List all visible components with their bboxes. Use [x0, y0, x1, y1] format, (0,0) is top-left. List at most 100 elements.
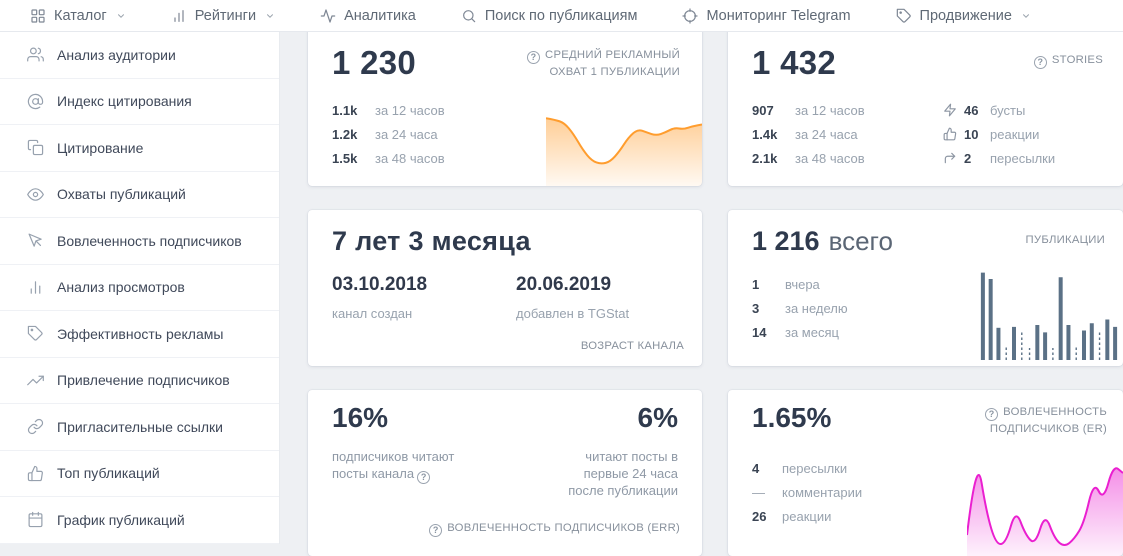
publications-suffix: всего [828, 226, 893, 256]
stat-row: 2 пересылки [943, 146, 1055, 170]
stat-row: 1 вчера [752, 272, 848, 296]
stat-label: за месяц [785, 324, 839, 340]
link-icon [27, 419, 44, 435]
nav-label: Рейтинги [194, 7, 257, 24]
er-caption: ? ВОВЛЕЧЕННОСТЬ ПОДПИСЧИКОВ (ER) [985, 404, 1107, 437]
sidebar-label: Привлечение подписчиков [57, 372, 230, 389]
channel-age-caption: ВОЗРАСТ КАНАЛА [580, 340, 684, 352]
sidebar-item-audience-analysis[interactable]: Анализ аудитории [0, 32, 279, 79]
sidebar-item-subscriber-engagement[interactable]: Вовлеченность подписчиков [0, 218, 279, 265]
stat-row: 4 пересылки [752, 456, 862, 480]
chevron-down-icon [117, 13, 124, 18]
stat-value: 1.4k [752, 126, 778, 142]
stat-label: бусты [990, 102, 1026, 118]
caption-line: ВОВЛЕЧЕННОСТЬ [1003, 406, 1107, 418]
chevron-down-icon [1022, 13, 1029, 18]
nav-item-monitoring[interactable]: Мониторинг Telegram [682, 7, 851, 24]
publications-caption: ПУБЛИКАЦИИ [1025, 234, 1105, 246]
tag-icon [27, 326, 43, 341]
sidebar-item-views-analysis[interactable]: Анализ просмотров [0, 264, 279, 311]
boost-icon [944, 103, 956, 117]
stat-value: 1 [752, 276, 760, 292]
help-icon[interactable]: ? [1033, 55, 1047, 69]
thumbs-up-icon [27, 465, 43, 481]
stat-row: 1.2k за 24 часа [332, 122, 445, 146]
nav-item-promotion[interactable]: Продвижение [896, 8, 1031, 24]
help-icon[interactable]: ? [417, 471, 431, 484]
reach-stat-rows: 1.1k за 12 часов 1.2k за 24 часа 1.5k за 48… [332, 98, 445, 170]
caption-line: ВОВЛЕЧЕННОСТЬ ПОДПИСЧИКОВ (ERR) [447, 522, 680, 534]
stat-label: реакции [990, 126, 1040, 142]
nav-label: Каталог [54, 7, 107, 24]
nav-item-ratings[interactable]: Рейтинги [171, 8, 275, 24]
sidebar-item-citation-index[interactable]: Индекс цитирования [0, 78, 279, 125]
sidebar-item-ad-effectiveness[interactable]: Эффективность рекламы [0, 311, 279, 358]
sidebar-item-post-reach[interactable]: Охваты публикаций [0, 171, 279, 218]
bar-chart-icon [174, 9, 184, 22]
channel-created-block: 03.10.2018 канал создан [332, 274, 427, 321]
sidebar: Анализ аудитории Индекс цитирования Цити… [0, 32, 280, 544]
err-caption: ? ВОВЛЕЧЕННОСТЬ ПОДПИСЧИКОВ (ERR) [429, 520, 680, 537]
err-value-2: 6% [637, 402, 678, 433]
at-sign-icon [27, 93, 44, 109]
stat-value: 1.2k [332, 126, 358, 142]
stat-row: 3 за неделю [752, 296, 848, 320]
stat-value: 14 [752, 324, 767, 340]
help-icon[interactable]: ? [527, 50, 541, 64]
nav-item-analytics[interactable]: Аналитика [320, 8, 416, 24]
er-sparkline-chart [967, 467, 1123, 556]
caption-line: ОХВАТ 1 ПУБЛИКАЦИИ [549, 65, 680, 78]
publications-value: 1 216 [752, 226, 820, 256]
err-value-1: 16% [332, 402, 389, 433]
sidebar-item-invite-links[interactable]: Пригласительные ссылки [0, 404, 279, 451]
help-icon[interactable]: ? [429, 523, 443, 537]
sidebar-item-citations[interactable]: Цитирование [0, 125, 279, 172]
stat-row: 1.1k за 12 часов [332, 98, 445, 122]
err-label-1: подписчиков читают посты канала? [332, 448, 482, 484]
sidebar-label: Цитирование [57, 139, 144, 156]
card-publications: 1 216 всего ПУБЛИКАЦИИ 1 вчера 3 за неделю… [728, 210, 1123, 366]
stat-value: 1.1k [332, 102, 358, 118]
stat-value: — [752, 484, 765, 500]
sidebar-label: Индекс цитирования [57, 93, 192, 110]
help-icon[interactable]: ? [985, 407, 999, 421]
stat-row: 46 бусты [943, 98, 1055, 122]
forward-icon [944, 152, 956, 164]
stories-reaction-rows: 46 бусты 10 реакции 2 пересылки [943, 98, 1055, 170]
caption-line: СРЕДНИЙ РЕКЛАМНЫЙ [545, 49, 680, 61]
sidebar-label: Топ публикаций [57, 465, 160, 482]
card-channel-age: 7 лет 3 месяца 03.10.2018 канал создан 2… [308, 210, 702, 366]
stat-value: 2 [964, 150, 972, 166]
stat-label: реакции [782, 508, 832, 524]
sidebar-label: Анализ просмотров [57, 279, 185, 296]
stat-label: за 48 часов [795, 150, 865, 166]
channel-age-value: 7 лет 3 месяца [332, 226, 531, 256]
channel-created-date: 03.10.2018 [332, 274, 428, 295]
stat-label: комментарии [782, 484, 863, 500]
sidebar-item-post-schedule[interactable]: График публикаций [0, 497, 279, 544]
nav-item-catalog[interactable]: Каталог [30, 8, 126, 24]
publications-stat-rows: 1 вчера 3 за неделю 14 за месяц [752, 272, 848, 344]
crosshair-icon [682, 7, 699, 24]
avg-reach-caption: ? СРЕДНИЙ РЕКЛАМНЫЙ ОХВАТ 1 ПУБЛИКАЦИИ [527, 47, 680, 80]
label-text: подписчиков читают посты канала [332, 449, 455, 481]
reach-sparkline-chart [546, 117, 702, 186]
stat-value: 907 [752, 102, 774, 118]
promotion-tag-icon [896, 8, 911, 23]
sidebar-label: Пригласительные ссылки [57, 418, 223, 435]
sidebar-label: Анализ аудитории [57, 46, 176, 63]
stat-label: за неделю [785, 300, 848, 316]
stories-value: 1 432 [752, 44, 837, 81]
nav-item-post-search[interactable]: Поиск по публикациям [461, 8, 637, 24]
stat-value: 10 [964, 126, 979, 142]
search-icon [462, 9, 476, 22]
stat-row: 1.4k за 24 часа [752, 122, 865, 146]
sidebar-item-top-posts[interactable]: Топ публикаций [0, 450, 279, 497]
sidebar-item-subscriber-growth[interactable]: Привлечение подписчиков [0, 357, 279, 404]
card-er: 1.65% ? ВОВЛЕЧЕННОСТЬ ПОДПИСЧИКОВ (ER) 4 п… [728, 390, 1123, 556]
main-content: 1 230 ? СРЕДНИЙ РЕКЛАМНЫЙ ОХВАТ 1 ПУБЛИКА… [280, 0, 1123, 556]
stat-label: пересылки [782, 460, 848, 476]
stat-row: 2.1k за 48 часов [752, 146, 865, 170]
channel-added-block: 20.06.2019 добавлен в TGStat [516, 274, 629, 321]
stat-value: 46 [964, 102, 979, 118]
